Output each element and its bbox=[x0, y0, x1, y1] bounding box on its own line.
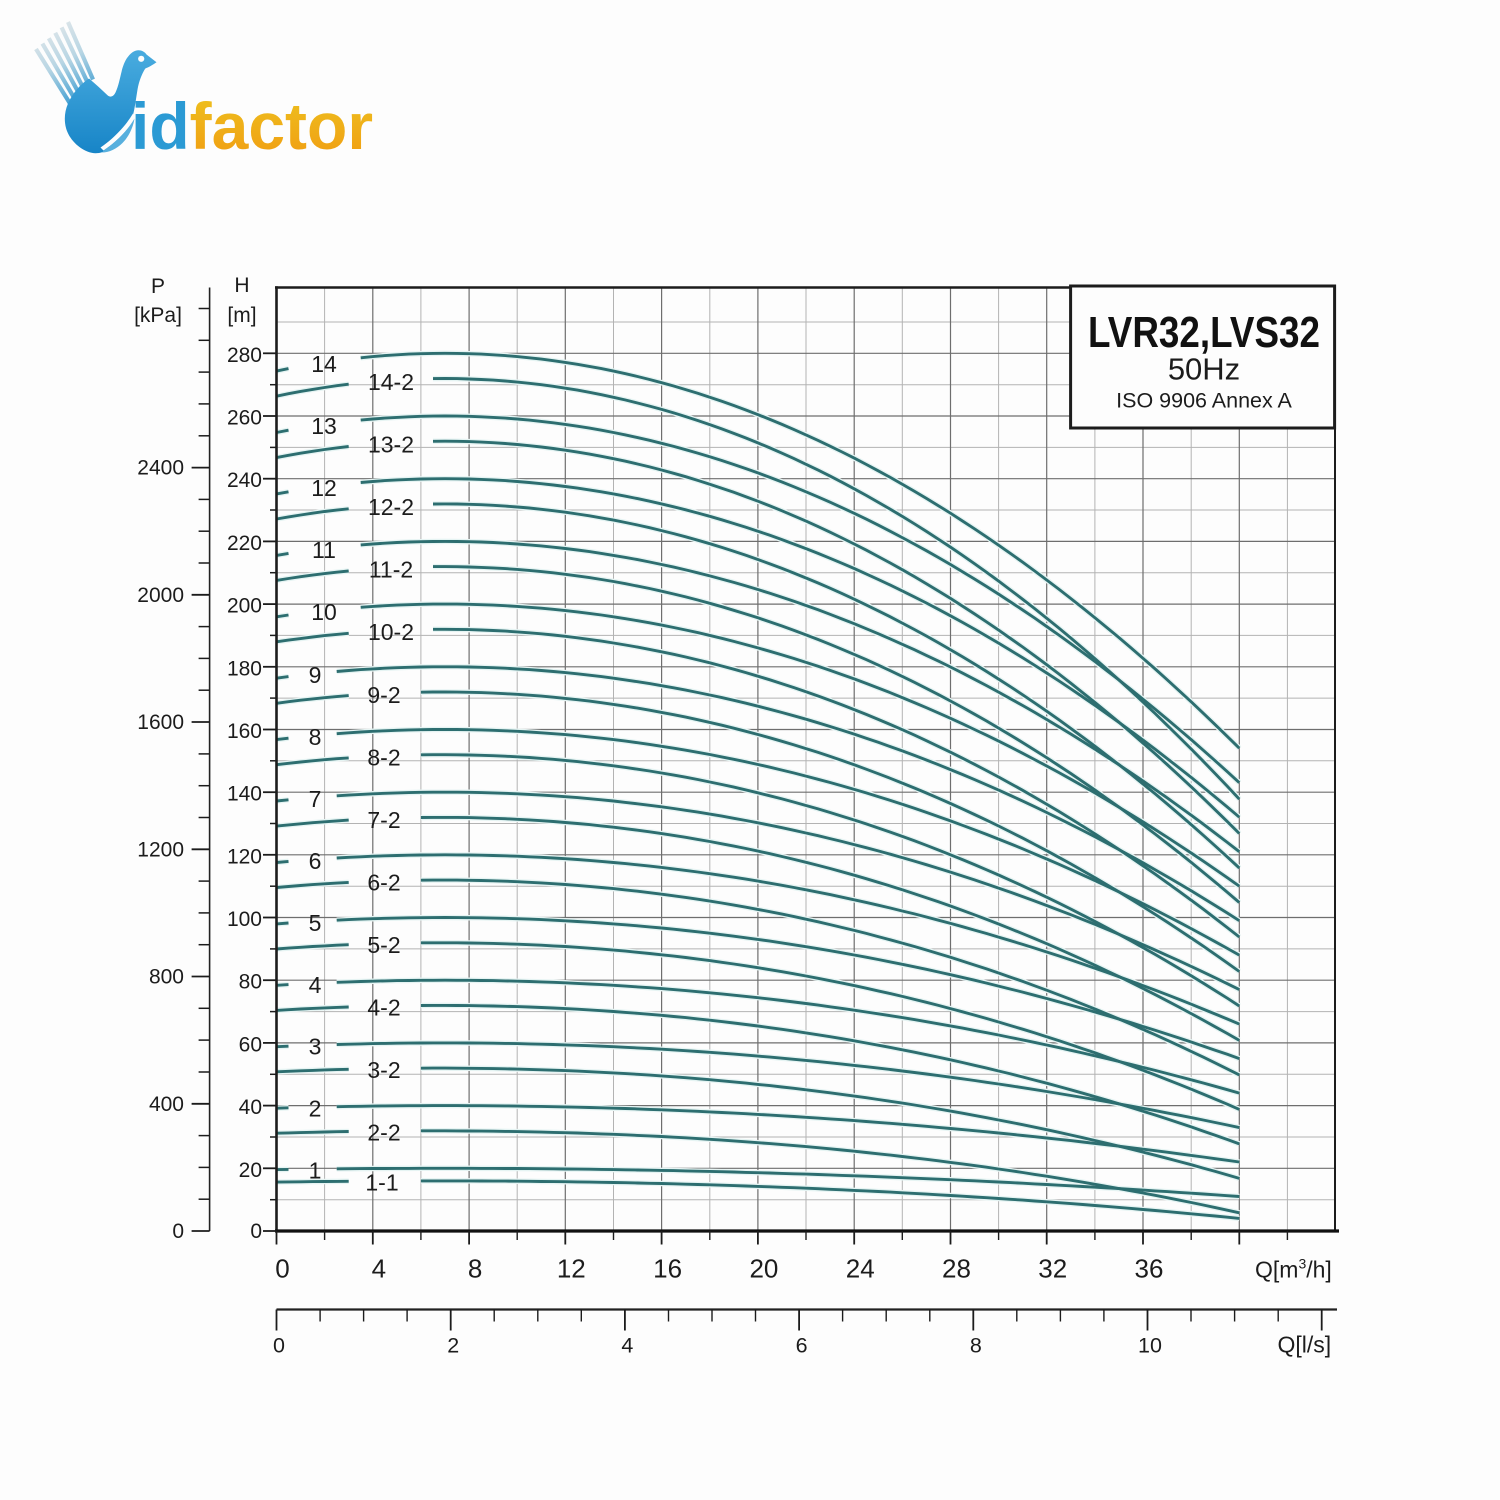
svg-text:80: 80 bbox=[239, 971, 262, 994]
svg-text:4: 4 bbox=[309, 972, 322, 998]
svg-text:[m]: [m] bbox=[227, 304, 256, 327]
svg-text:160: 160 bbox=[227, 720, 262, 743]
svg-text:400: 400 bbox=[149, 1093, 184, 1116]
svg-text:14: 14 bbox=[311, 351, 337, 377]
svg-text:Q[l/s]: Q[l/s] bbox=[1278, 1332, 1332, 1358]
svg-text:1: 1 bbox=[309, 1158, 322, 1184]
svg-text:11: 11 bbox=[312, 537, 336, 563]
svg-text:6: 6 bbox=[796, 1334, 808, 1358]
svg-text:10-2: 10-2 bbox=[368, 619, 414, 645]
svg-text:180: 180 bbox=[227, 657, 262, 680]
svg-text:20: 20 bbox=[749, 1254, 778, 1284]
svg-text:3-2: 3-2 bbox=[367, 1057, 400, 1083]
svg-text:12: 12 bbox=[557, 1254, 586, 1284]
svg-text:2000: 2000 bbox=[137, 584, 184, 607]
svg-text:40: 40 bbox=[239, 1096, 262, 1119]
svg-text:13-2: 13-2 bbox=[368, 431, 414, 457]
svg-text:6-2: 6-2 bbox=[367, 870, 400, 896]
svg-text:12-2: 12-2 bbox=[368, 494, 414, 520]
svg-text:2-2: 2-2 bbox=[367, 1120, 400, 1146]
svg-text:140: 140 bbox=[227, 783, 262, 806]
svg-text:H: H bbox=[234, 274, 249, 297]
svg-text:LVR32,LVS32: LVR32,LVS32 bbox=[1088, 308, 1320, 357]
svg-text:3: 3 bbox=[309, 1034, 322, 1060]
svg-text:2: 2 bbox=[447, 1334, 459, 1358]
svg-text:8: 8 bbox=[970, 1334, 982, 1358]
svg-text:9-2: 9-2 bbox=[367, 682, 400, 708]
svg-text:7-2: 7-2 bbox=[367, 807, 400, 833]
svg-text:0: 0 bbox=[172, 1220, 184, 1243]
svg-text:5-2: 5-2 bbox=[367, 932, 400, 958]
svg-text:50Hz: 50Hz bbox=[1168, 352, 1240, 387]
svg-text:ISO 9906 Annex A: ISO 9906 Annex A bbox=[1116, 389, 1292, 413]
svg-text:8-2: 8-2 bbox=[367, 744, 400, 770]
svg-text:[kPa]: [kPa] bbox=[134, 304, 182, 327]
svg-text:1600: 1600 bbox=[137, 711, 184, 734]
svg-text:0: 0 bbox=[250, 1220, 262, 1243]
svg-text:60: 60 bbox=[239, 1033, 262, 1056]
svg-text:13: 13 bbox=[311, 413, 337, 439]
svg-text:100: 100 bbox=[227, 908, 262, 931]
svg-text:5: 5 bbox=[309, 910, 322, 936]
svg-text:240: 240 bbox=[227, 469, 262, 492]
svg-text:260: 260 bbox=[227, 407, 262, 430]
svg-text:32: 32 bbox=[1038, 1254, 1067, 1284]
svg-text:120: 120 bbox=[227, 845, 262, 868]
svg-text:10: 10 bbox=[311, 599, 337, 625]
svg-text:14-2: 14-2 bbox=[368, 369, 414, 395]
svg-text:16: 16 bbox=[653, 1254, 682, 1284]
svg-text:6: 6 bbox=[309, 848, 322, 874]
svg-text:8: 8 bbox=[309, 724, 322, 750]
svg-text:20: 20 bbox=[239, 1159, 262, 1182]
svg-text:280: 280 bbox=[227, 344, 262, 367]
svg-text:9: 9 bbox=[309, 662, 322, 688]
svg-text:2400: 2400 bbox=[137, 457, 184, 480]
svg-text:8: 8 bbox=[468, 1254, 482, 1284]
svg-text:0: 0 bbox=[275, 1254, 289, 1284]
svg-text:11-2: 11-2 bbox=[369, 556, 413, 582]
svg-text:idfactor: idfactor bbox=[131, 89, 373, 163]
svg-text:28: 28 bbox=[942, 1254, 971, 1284]
svg-text:12: 12 bbox=[311, 475, 337, 501]
svg-text:1200: 1200 bbox=[137, 838, 184, 861]
svg-text:4-2: 4-2 bbox=[367, 995, 400, 1021]
svg-text:0: 0 bbox=[273, 1334, 285, 1358]
svg-text:24: 24 bbox=[846, 1254, 875, 1284]
svg-text:36: 36 bbox=[1135, 1254, 1164, 1284]
svg-text:4: 4 bbox=[372, 1254, 386, 1284]
svg-text:1-1: 1-1 bbox=[365, 1170, 398, 1196]
svg-text:4: 4 bbox=[621, 1334, 633, 1358]
svg-text:Q[m3/h]: Q[m3/h] bbox=[1255, 1256, 1332, 1283]
svg-text:220: 220 bbox=[227, 532, 262, 555]
svg-text:7: 7 bbox=[309, 786, 322, 812]
svg-text:800: 800 bbox=[149, 966, 184, 989]
svg-text:10: 10 bbox=[1138, 1334, 1162, 1358]
svg-text:P: P bbox=[151, 275, 165, 298]
svg-text:2: 2 bbox=[309, 1096, 322, 1122]
svg-text:200: 200 bbox=[227, 595, 262, 618]
